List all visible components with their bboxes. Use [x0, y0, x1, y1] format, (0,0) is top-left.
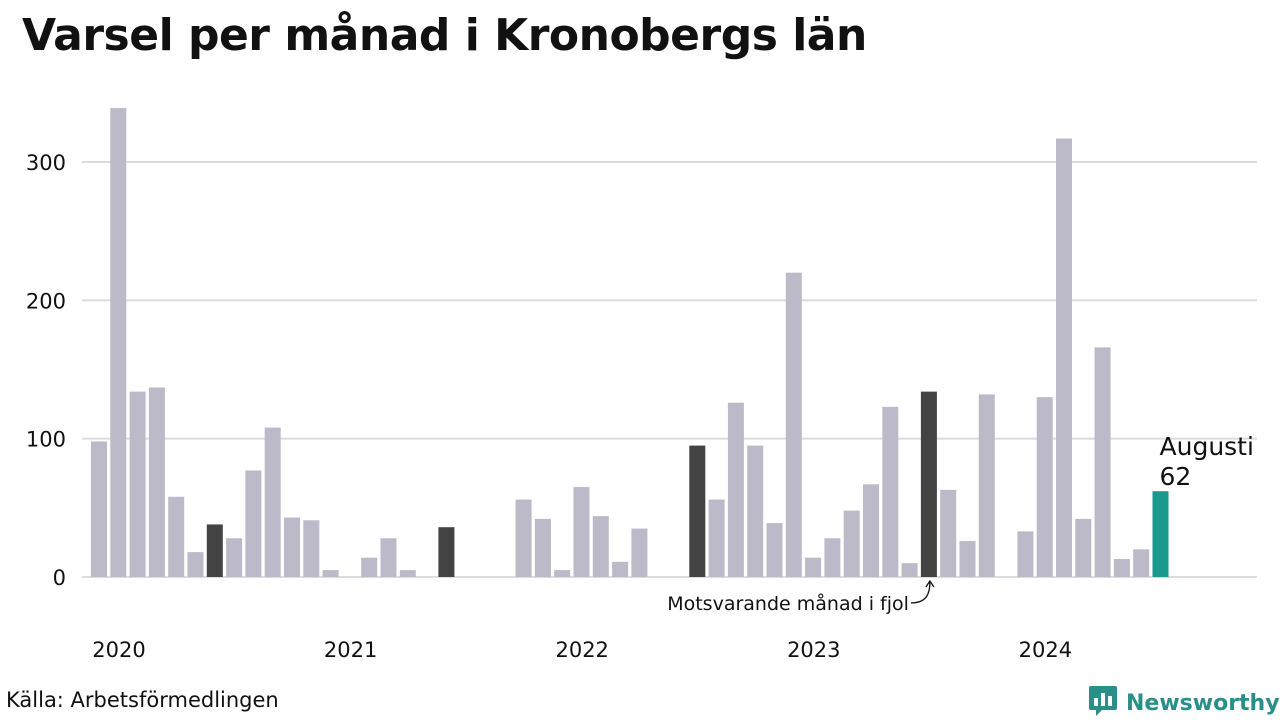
- bar: [573, 487, 590, 577]
- bar: [843, 510, 860, 577]
- y-tick-label: 100: [26, 428, 66, 452]
- brand-logo: Newsworthy: [1088, 684, 1280, 722]
- annotation-arrowhead: [925, 579, 935, 588]
- bar: [959, 541, 976, 577]
- bar: [322, 570, 339, 577]
- current-value-label: 62: [1160, 462, 1192, 491]
- bar: [1017, 531, 1034, 577]
- bar: [148, 387, 165, 577]
- bar: [361, 557, 378, 577]
- bars: [91, 108, 1169, 578]
- bar: [940, 489, 957, 577]
- bar: [727, 402, 744, 577]
- bar: [612, 561, 629, 577]
- brand-name: Newsworthy: [1126, 690, 1280, 716]
- bar: [284, 517, 300, 577]
- bar: [708, 499, 725, 577]
- bar: [978, 394, 995, 577]
- bar: [91, 441, 107, 577]
- annotations: Augusti 62 Motsvarande månad i fjol: [667, 432, 1254, 615]
- bar: [1036, 397, 1053, 577]
- bar: [187, 552, 204, 577]
- bar: [805, 557, 822, 577]
- x-year-label: 2021: [324, 638, 377, 662]
- y-axis-tick-labels: 0 100 200 300: [26, 151, 66, 590]
- bar: [785, 272, 802, 577]
- bar: [1056, 138, 1072, 577]
- bar: [631, 528, 648, 577]
- bar: [901, 563, 918, 577]
- x-year-label: 2024: [1019, 638, 1072, 662]
- y-tick-label: 200: [26, 289, 66, 313]
- bar: [515, 499, 532, 577]
- source-label: Källa: Arbetsförmedlingen: [6, 688, 279, 712]
- bar: [1075, 518, 1092, 577]
- bar: [824, 538, 841, 577]
- bar-same-month-last-year: [920, 391, 937, 577]
- bar: [747, 445, 764, 577]
- newsworthy-logo-icon: [1088, 684, 1118, 722]
- bar: [766, 523, 783, 577]
- bar: [303, 520, 320, 577]
- bar-same-month-last-year: [438, 527, 455, 577]
- bar: [264, 427, 281, 577]
- bar: [168, 496, 185, 577]
- bar: [399, 570, 416, 577]
- bar: [245, 470, 262, 577]
- chart-title: Varsel per månad i Kronobergs län: [22, 10, 867, 61]
- bar-current-month: [1152, 491, 1169, 577]
- bar: [110, 108, 127, 578]
- x-year-label: 2022: [555, 638, 608, 662]
- bar-same-month-last-year: [206, 524, 223, 577]
- bar: [592, 516, 609, 577]
- bar: [1113, 559, 1130, 577]
- bar: [129, 391, 146, 577]
- bar: [1094, 347, 1111, 577]
- x-axis-year-labels: 2020 2021 2022 2023 2024: [92, 638, 1072, 662]
- bar: [380, 538, 397, 577]
- bar: [226, 538, 243, 577]
- same-month-annotation: Motsvarande månad i fjol: [667, 592, 909, 615]
- x-year-label: 2023: [787, 638, 840, 662]
- y-tick-label: 300: [26, 151, 66, 175]
- bar: [554, 570, 571, 577]
- current-month-label: Augusti: [1160, 432, 1254, 461]
- y-tick-label: 0: [53, 566, 66, 590]
- bar: [1133, 549, 1150, 577]
- bar: [882, 406, 899, 577]
- x-year-label: 2020: [92, 638, 145, 662]
- annotation-arrow: [910, 581, 931, 604]
- bar: [863, 484, 879, 577]
- bar-same-month-last-year: [689, 445, 706, 577]
- bar: [534, 518, 551, 577]
